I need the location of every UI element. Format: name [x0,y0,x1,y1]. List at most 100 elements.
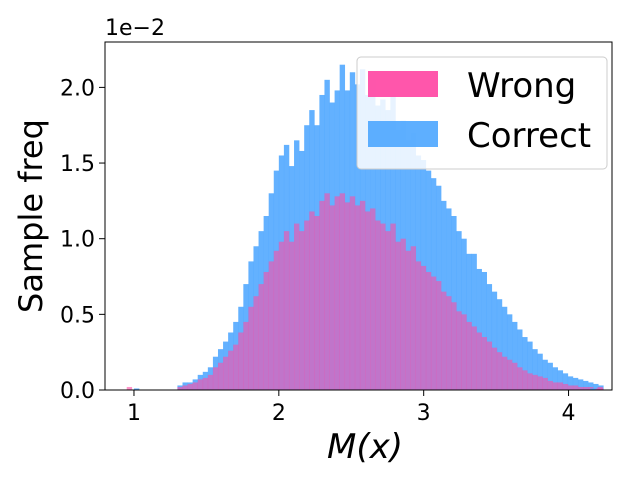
histogram-bar-wrong [597,386,603,390]
histogram-bar-wrong [238,332,244,390]
histogram-bar-wrong [207,374,214,390]
histogram-bar-wrong [263,271,269,390]
histogram-bar-correct [542,359,548,390]
histogram-bar-wrong [192,382,199,390]
histogram-bar-wrong [273,250,280,390]
histogram-bar-wrong [532,374,538,390]
histogram-bar-wrong [517,367,523,390]
legend-label-correct: Correct [467,116,591,156]
histogram-bar-wrong [375,220,381,390]
histogram-bar-wrong [583,386,589,390]
y-tick-label: 0.5 [60,303,95,328]
histogram-bar-correct [133,388,140,390]
x-axis-label: M(x) [327,427,403,467]
histogram-bar-wrong [537,376,543,390]
histogram-bar-wrong [126,386,133,390]
histogram-bar-wrong [593,388,599,390]
histogram-bar-wrong [233,344,239,390]
histogram-bar-wrong [471,326,477,390]
legend-swatch-wrong [368,71,438,97]
x-tick-label: 3 [417,401,431,426]
histogram-bar-wrong [299,231,305,390]
histogram-bar-wrong [283,231,290,390]
legend: Wrong Correct [356,56,608,170]
histogram-bar-wrong [456,311,462,390]
histogram-bar-wrong [410,246,417,390]
histogram-bar-correct [562,373,569,390]
y-tick-label: 0.0 [60,379,95,404]
histogram-bar-wrong [446,296,452,390]
histogram-bar-wrong [496,352,503,390]
y-multiplier-label: 1e−2 [105,16,165,41]
histogram-bar-wrong [182,385,188,390]
y-axis: 0.0 0.5 1.0 1.5 2.0 [60,76,105,404]
histogram-bar-correct [588,382,594,390]
histogram-bar-wrong [547,380,553,390]
histogram-bar-correct [532,349,538,390]
histogram-bar-wrong [354,205,361,390]
histogram-bar-wrong [425,271,432,390]
histogram-bar-correct [471,253,477,390]
histogram-bar-wrong [228,350,234,390]
histogram-bar-wrong [552,382,558,390]
histogram-bar-wrong [197,379,204,390]
histogram-bar-wrong [324,193,330,390]
y-tick-label: 2.0 [60,76,95,101]
x-axis: 1 2 3 4 [127,390,576,426]
histogram-bar-correct [506,314,513,390]
histogram-bar-wrong [420,265,427,390]
histogram-bar-wrong [314,216,320,390]
histogram-bar-correct [552,367,558,390]
histogram-bar-wrong [557,382,564,390]
histogram-bar-correct [481,271,487,390]
histogram-bar-correct [496,299,503,390]
histogram-bar-correct [456,231,462,390]
histogram-bar-wrong [542,377,548,390]
legend-swatch-correct [368,121,438,147]
histogram-bar-wrong [572,385,579,390]
histogram-bar-correct [583,380,589,390]
histogram-bar-wrong [223,356,229,390]
histogram-bar-wrong [344,202,351,390]
histogram-bar-correct [486,284,493,390]
histogram-bar-wrong [243,321,249,390]
histogram-bar-wrong [177,386,183,390]
histogram-bar-wrong [380,223,386,390]
histogram-bar-wrong [334,196,340,390]
histogram-bar-wrong [451,302,457,390]
histogram-bar-wrong [501,356,508,390]
y-axis-label: Sample freq [12,119,50,313]
x-tick-label: 2 [272,401,286,426]
plot-frame [104,41,613,391]
histogram-bar-wrong [390,223,396,390]
histogram-bar-correct [557,370,564,390]
x-tick-label: 4 [562,401,576,426]
histogram-bar-correct [466,253,472,390]
histogram-bar-correct [567,376,574,390]
histogram-bar-wrong [527,373,533,390]
histogram-bar-wrong [217,362,224,390]
histogram-bar-wrong [562,383,569,390]
histogram-bar-correct [572,377,579,390]
histogram-bar-wrong [359,200,366,390]
y-tick-label: 1.5 [60,152,95,177]
histogram-bar-correct [491,291,498,390]
histogram-bar-wrong [405,250,411,390]
histogram-bar-correct [476,268,482,390]
histogram-bar-wrong [212,367,219,390]
histogram-bar-wrong [294,223,300,390]
histogram-bar-wrong [441,291,447,390]
histogram-bar-wrong [567,385,574,390]
plot-area [126,64,604,391]
histogram-bar-wrong [506,359,513,390]
histogram-bar-wrong [268,261,275,390]
histogram-bar-wrong [288,241,295,390]
histogram-bar-wrong [486,341,493,390]
histogram-bar-wrong [365,211,371,390]
histogram-bar-correct [547,362,553,390]
histogram-bar-correct [512,321,518,390]
histogram-bar-wrong [400,238,406,390]
histogram-bar-wrong [258,284,264,390]
histogram-bar-wrong [248,306,254,390]
